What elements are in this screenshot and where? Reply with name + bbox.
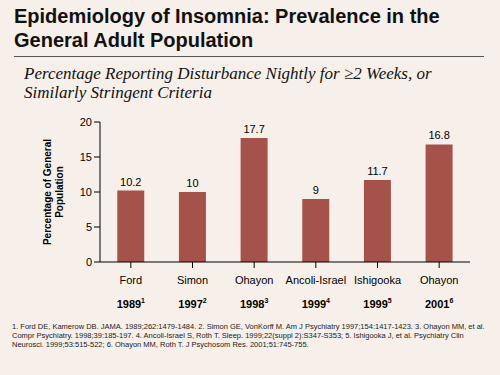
svg-text:10.2: 10.2: [120, 176, 141, 188]
svg-text:10: 10: [186, 177, 198, 189]
svg-text:17.7: 17.7: [243, 123, 264, 135]
svg-text:5: 5: [86, 221, 92, 233]
svg-text:Simon: Simon: [177, 274, 208, 286]
html-text:1. Ford DE, Kamerow DB. JAMA.: 1. Ford DE, Kamerow DB. JAMA. 1989;262:1…: [12, 322, 485, 349]
html-text:Percentage Reporting Disturban: Percentage Reporting Disturbance Nightly…: [24, 64, 432, 102]
svg-text:Ohayon: Ohayon: [420, 274, 459, 286]
svg-text:0: 0: [86, 256, 92, 268]
svg-text:11.7: 11.7: [367, 165, 388, 177]
svg-text:19994: 19994: [302, 297, 330, 310]
svg-text:19972: 19972: [178, 297, 206, 310]
svg-text:19983: 19983: [240, 297, 268, 310]
html-text:Epidemiology of Insomnia: Prev: Epidemiology of Insomnia: Prevalence in …: [14, 5, 440, 51]
svg-text:16.8: 16.8: [428, 129, 449, 141]
svg-text:20: 20: [80, 116, 92, 128]
svg-text:Percentage of GeneralPopulatio: Percentage of GeneralPopulation: [42, 139, 65, 245]
svg-text:19995: 19995: [363, 297, 391, 310]
svg-text:Ishigooka: Ishigooka: [354, 274, 402, 286]
svg-text:Ford: Ford: [120, 274, 143, 286]
svg-text:9: 9: [313, 184, 319, 196]
svg-text:Ancoli-Israel: Ancoli-Israel: [286, 274, 347, 286]
svg-text:15: 15: [80, 151, 92, 163]
svg-text:Ohayon: Ohayon: [235, 274, 274, 286]
svg-text:19891: 19891: [117, 297, 145, 310]
svg-text:10: 10: [80, 186, 92, 198]
svg-text:20016: 20016: [425, 297, 453, 310]
